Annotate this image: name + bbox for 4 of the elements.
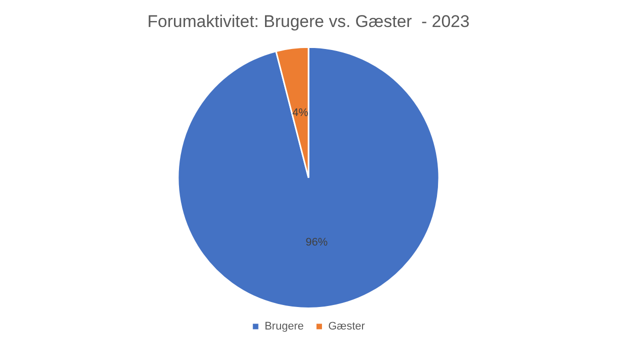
legend-label: Gæster [328, 320, 366, 333]
chart-title: Forumaktivitet: Brugere vs. Gæster - 2023 [147, 12, 470, 31]
legend-label: Brugere [264, 320, 304, 333]
data-label: 96% [306, 236, 328, 248]
